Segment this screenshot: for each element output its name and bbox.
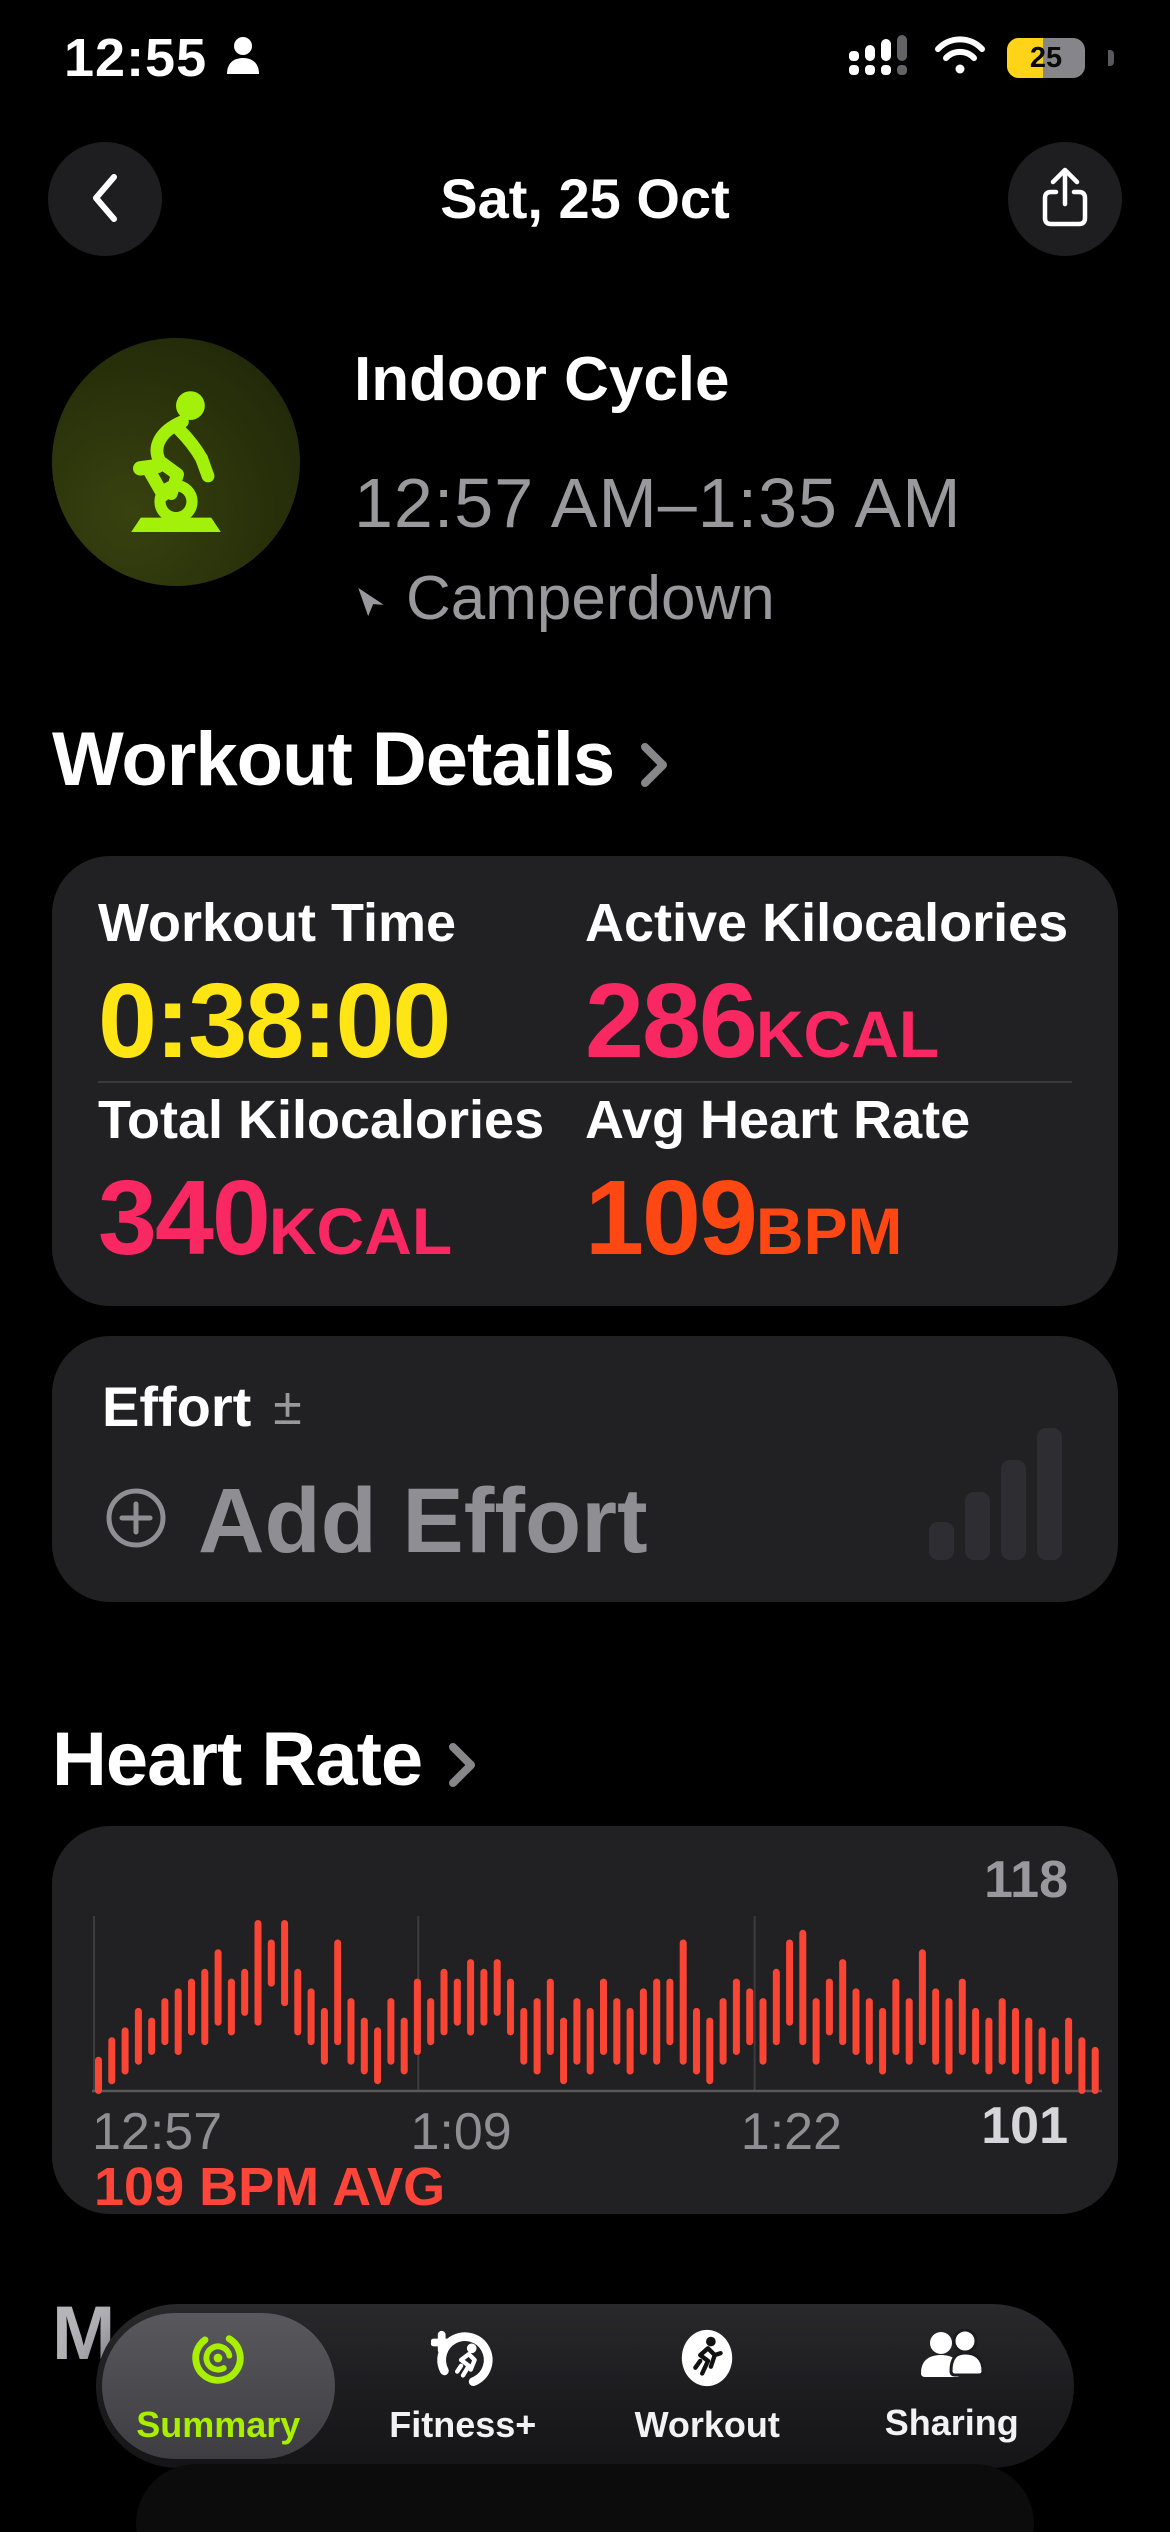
- chart-min-value: 101: [981, 2097, 1068, 2155]
- tab-bar: Summary Fitness+ Workout Sharing: [96, 2304, 1075, 2532]
- status-right: 25: [849, 34, 1114, 82]
- effort-bar-1: [929, 1522, 954, 1560]
- effort-title-row: Effort ±: [102, 1374, 1068, 1439]
- effort-bar-4: [1037, 1428, 1062, 1560]
- workout-runner-icon: [676, 2327, 738, 2392]
- workout-details-heading[interactable]: Workout Details: [52, 712, 668, 807]
- effort-title: Effort: [102, 1375, 252, 1438]
- add-effort-label: Add Effort: [198, 1470, 648, 1572]
- stat-value: 0:38:00: [98, 961, 451, 1080]
- chart-x-tick: 1:09: [410, 2103, 512, 2161]
- tab-fitness-plus[interactable]: Fitness+: [341, 2304, 586, 2468]
- stats-divider: [98, 1081, 1072, 1083]
- chevron-right-icon: [640, 720, 668, 807]
- effort-card: Effort ± Add Effort: [52, 1336, 1118, 1602]
- tab-label: Sharing: [884, 2401, 1019, 2443]
- chart-average-label: 109 BPM AVG: [94, 2157, 446, 2217]
- status-left: 12:55: [64, 27, 263, 89]
- chart-max-value: 118: [984, 1851, 1068, 1909]
- heart-rate-chart: [92, 1916, 1102, 2094]
- stat-unit: KCAL: [755, 996, 940, 1071]
- heart-rate-heading[interactable]: Heart Rate: [52, 1712, 476, 1807]
- workout-location-label: Camperdown: [406, 564, 775, 633]
- heart-rate-chart-card[interactable]: 118 101 12:57 1:09 1:22 109 BPM AVG: [52, 1826, 1118, 2217]
- tab-label: Workout: [634, 2403, 780, 2445]
- stat-unit: BPM: [755, 1193, 903, 1268]
- plus-circle-icon: [102, 1469, 170, 1574]
- stat-value: 340KCAL: [98, 1158, 453, 1277]
- tab-summary[interactable]: Summary: [96, 2304, 341, 2468]
- location-arrow-icon: [354, 563, 388, 634]
- workout-stats-card[interactable]: Workout Time 0:38:00 Active Kilocalories 28…: [52, 856, 1118, 1306]
- stat-label: Avg Heart Rate: [585, 1089, 971, 1150]
- back-chevron-icon: [83, 168, 127, 231]
- chart-x-axis: 101 12:57 1:09 1:22: [92, 2097, 1078, 2161]
- workout-header: Indoor Cycle 12:57 AM–1:35 AM Camperdown: [52, 338, 1118, 634]
- tab-sharing[interactable]: Sharing: [830, 2304, 1075, 2468]
- workout-type-avatar: [52, 338, 300, 586]
- workout-title: Indoor Cycle: [354, 345, 730, 414]
- page-title: Sat, 25 Oct: [440, 167, 730, 230]
- stat-label: Active Kilocalories: [585, 892, 1069, 953]
- stat-label: Total Kilocalories: [98, 1089, 545, 1150]
- status-bar: 12:55: [0, 18, 1170, 98]
- effort-bar-3: [1001, 1460, 1026, 1560]
- effort-bar-2: [965, 1492, 990, 1560]
- tab-workout[interactable]: Workout: [585, 2304, 830, 2468]
- back-button[interactable]: [48, 142, 162, 256]
- share-icon: [1039, 166, 1091, 233]
- battery-percent: 25: [1029, 41, 1063, 74]
- stat-avg-heart-rate: Avg Heart Rate 109BPM: [585, 1081, 1072, 1278]
- battery-fill: [1007, 38, 1043, 78]
- battery-nub: [1108, 50, 1114, 66]
- clock-time: 12:55: [64, 28, 208, 88]
- stat-total-kilocalories: Total Kilocalories 340KCAL: [98, 1081, 585, 1278]
- stat-value: 109BPM: [585, 1158, 903, 1277]
- plus-minus-icon: ±: [273, 1377, 302, 1436]
- heart-rate-title: Heart Rate: [52, 1717, 423, 1802]
- tab-label: Summary: [136, 2403, 301, 2445]
- wifi-icon: [933, 35, 987, 81]
- chart-x-tick: 12:57: [92, 2103, 223, 2161]
- stat-active-kilocalories: Active Kilocalories 286KCAL: [585, 884, 1072, 1081]
- workout-meta: Indoor Cycle 12:57 AM–1:35 AM Camperdown: [354, 338, 962, 634]
- stat-unit: KCAL: [268, 1193, 453, 1268]
- stats-grid: Workout Time 0:38:00 Active Kilocalories 28…: [98, 884, 1072, 1278]
- stat-workout-time: Workout Time 0:38:00: [98, 884, 585, 1081]
- effort-bars-icon: [929, 1428, 1062, 1560]
- nav-bar: Sat, 25 Oct: [48, 142, 1122, 262]
- workout-details-title: Workout Details: [52, 717, 615, 802]
- person-status-icon: [223, 34, 263, 83]
- tab-label: Fitness+: [389, 2403, 537, 2445]
- chevron-right-icon: [448, 1720, 476, 1807]
- summary-rings-icon: [187, 2327, 249, 2392]
- indoor-cycle-icon: [96, 380, 256, 545]
- workout-time-range: 12:57 AM–1:35 AM: [354, 464, 962, 542]
- battery-icon: 25: [1007, 38, 1085, 78]
- workout-location: Camperdown: [354, 563, 962, 634]
- cellular-signal-icon: [849, 34, 913, 82]
- chart-x-tick: 1:22: [740, 2103, 842, 2161]
- stat-label: Workout Time: [98, 892, 457, 953]
- add-effort-button[interactable]: Add Effort: [102, 1469, 1068, 1574]
- fitness-plus-icon: [429, 2327, 495, 2392]
- sharing-people-icon: [917, 2328, 987, 2390]
- share-button[interactable]: [1008, 142, 1122, 256]
- stat-value: 286KCAL: [585, 961, 940, 1080]
